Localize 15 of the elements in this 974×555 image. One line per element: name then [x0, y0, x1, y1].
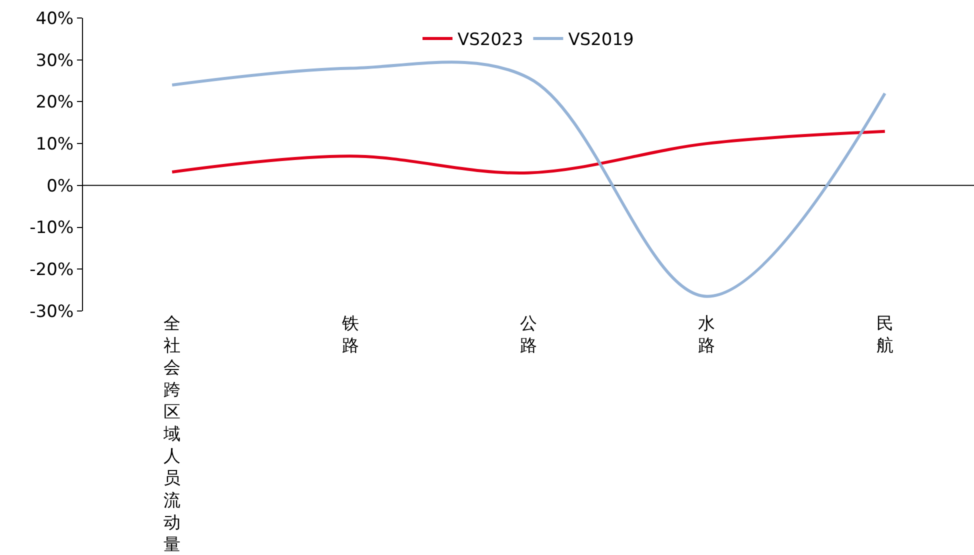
y-tick-label: -20% — [30, 260, 74, 280]
y-tick-label: -30% — [30, 302, 74, 322]
y-tick-label: 40% — [36, 8, 74, 29]
y-tick-label: 10% — [36, 134, 74, 155]
legend-label: VS2023 — [458, 30, 524, 50]
x-tick-label: 水路 — [698, 314, 716, 356]
category-label: 全社会跨区域人员流动量 — [164, 314, 181, 555]
x-tick-label: 铁路 — [340, 314, 359, 356]
y-tick-label: 30% — [36, 50, 74, 71]
y-tick-label: 20% — [36, 92, 74, 113]
y-tick-label: -10% — [30, 218, 74, 238]
y-tick-label: 0% — [46, 176, 74, 196]
legend-label: VS2019 — [568, 30, 634, 50]
x-tick-label: 民航 — [876, 314, 894, 356]
x-tick-label: 公路 — [520, 314, 537, 356]
